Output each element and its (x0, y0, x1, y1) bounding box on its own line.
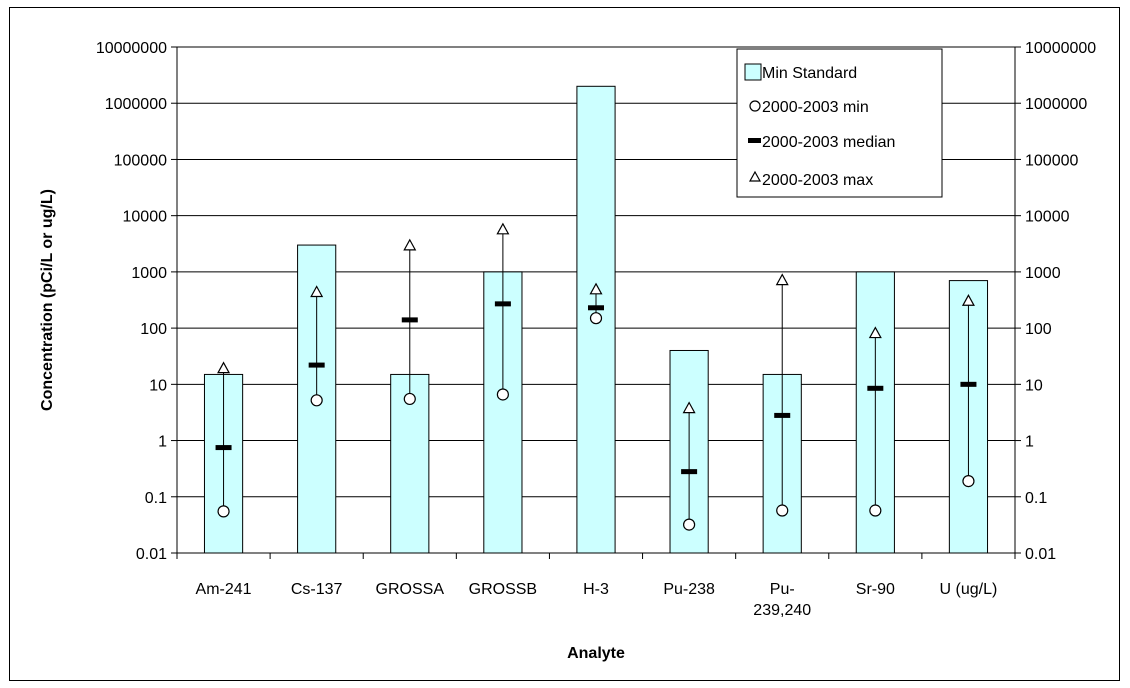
marker-max (682, 401, 696, 414)
x-tick-label: Pu- (770, 581, 795, 598)
marker-median (494, 301, 511, 307)
marker-median (215, 445, 232, 451)
legend-label-max: 2000-2003 max (762, 172, 873, 189)
x-tick-label: 239,240 (753, 602, 811, 619)
legend: Min Standard 2000-2003 min 2000-2003 med… (736, 48, 943, 198)
marker-median (401, 317, 418, 323)
marker-max (775, 273, 789, 286)
marker-min (776, 504, 789, 517)
axis-ticks (171, 46, 1021, 559)
plot-area-border (176, 46, 1016, 554)
y-tick-label-right: 0.1 (1025, 490, 1047, 507)
y-tick-label-left: 0.01 (136, 546, 167, 563)
y-tick-label-right: 100 (1025, 321, 1052, 338)
x-tick-label: Am-241 (196, 581, 252, 598)
marker-median (308, 362, 325, 368)
marker-min (869, 504, 882, 517)
marker-median (960, 381, 977, 387)
y-tick-label-left: 100 (140, 321, 167, 338)
x-tick-label: Sr-90 (856, 581, 895, 598)
marker-median (867, 385, 884, 391)
legend-swatch-min-standard (744, 63, 762, 81)
y-tick-label-right: 100000 (1025, 152, 1078, 169)
x-tick-label: U (ug/L) (940, 581, 998, 598)
markers (215, 222, 977, 531)
marker-min (589, 312, 603, 325)
marker-max (217, 361, 231, 374)
marker-max (868, 326, 882, 339)
marker-min (683, 518, 696, 531)
marker-min (496, 388, 509, 401)
y-tick-label-right: 10 (1025, 377, 1043, 394)
marker-max (589, 282, 603, 295)
y-tick-label-right: 1000000 (1025, 96, 1087, 113)
y-tick-label-left: 10000000 (96, 40, 167, 57)
x-tick-label: GROSSA (376, 581, 445, 598)
marker-median (588, 305, 604, 311)
y-tick-label-left: 1 (158, 434, 167, 451)
y-tick-label-right: 0.01 (1025, 546, 1056, 563)
marker-min (310, 394, 323, 407)
legend-label-min: 2000-2003 min (762, 99, 869, 116)
x-tick-label: Pu-238 (663, 581, 715, 598)
legend-symbol-median (748, 138, 761, 143)
x-tick-label: Cs-137 (291, 581, 343, 598)
y-tick-label-left: 10 (149, 377, 167, 394)
legend-symbol-min (749, 100, 761, 112)
y-tick-label-left: 10000 (123, 209, 168, 226)
marker-median (681, 469, 698, 475)
marker-min (403, 392, 416, 406)
y-tick-label-right: 10000000 (1025, 40, 1096, 57)
legend-symbol-max (748, 170, 762, 182)
x-tick-label: H-3 (583, 581, 609, 598)
marker-min (217, 505, 230, 518)
y-tick-label-right: 1 (1025, 434, 1034, 451)
legend-label-median: 2000-2003 median (762, 134, 895, 151)
y-tick-label-left: 1000000 (105, 96, 167, 113)
y-tick-label-left: 0.1 (145, 490, 167, 507)
tick-labels: 0.01 0.01 0.1 0.1 1 1 10 10 100 100 1000 1000 10000 1… (96, 40, 1096, 619)
legend-label-min-standard: Min Standard (762, 65, 857, 82)
y-tick-label-right: 1000 (1025, 265, 1061, 282)
marker-min (962, 475, 975, 488)
x-axis-title: Analyte (567, 645, 625, 662)
marker-max (961, 294, 975, 306)
y-tick-label-left: 1000 (131, 265, 167, 282)
y-tick-label-right: 10000 (1025, 209, 1070, 226)
marker-median (774, 412, 791, 418)
y-tick-label-left: 100000 (114, 152, 167, 169)
marker-max (403, 238, 417, 251)
marker-max (310, 285, 324, 298)
y-axis-title: Concentration (pCi/L or ug/L) (39, 189, 56, 411)
x-tick-label: GROSSB (469, 581, 537, 598)
marker-max (496, 222, 510, 235)
legend-box (736, 48, 943, 198)
